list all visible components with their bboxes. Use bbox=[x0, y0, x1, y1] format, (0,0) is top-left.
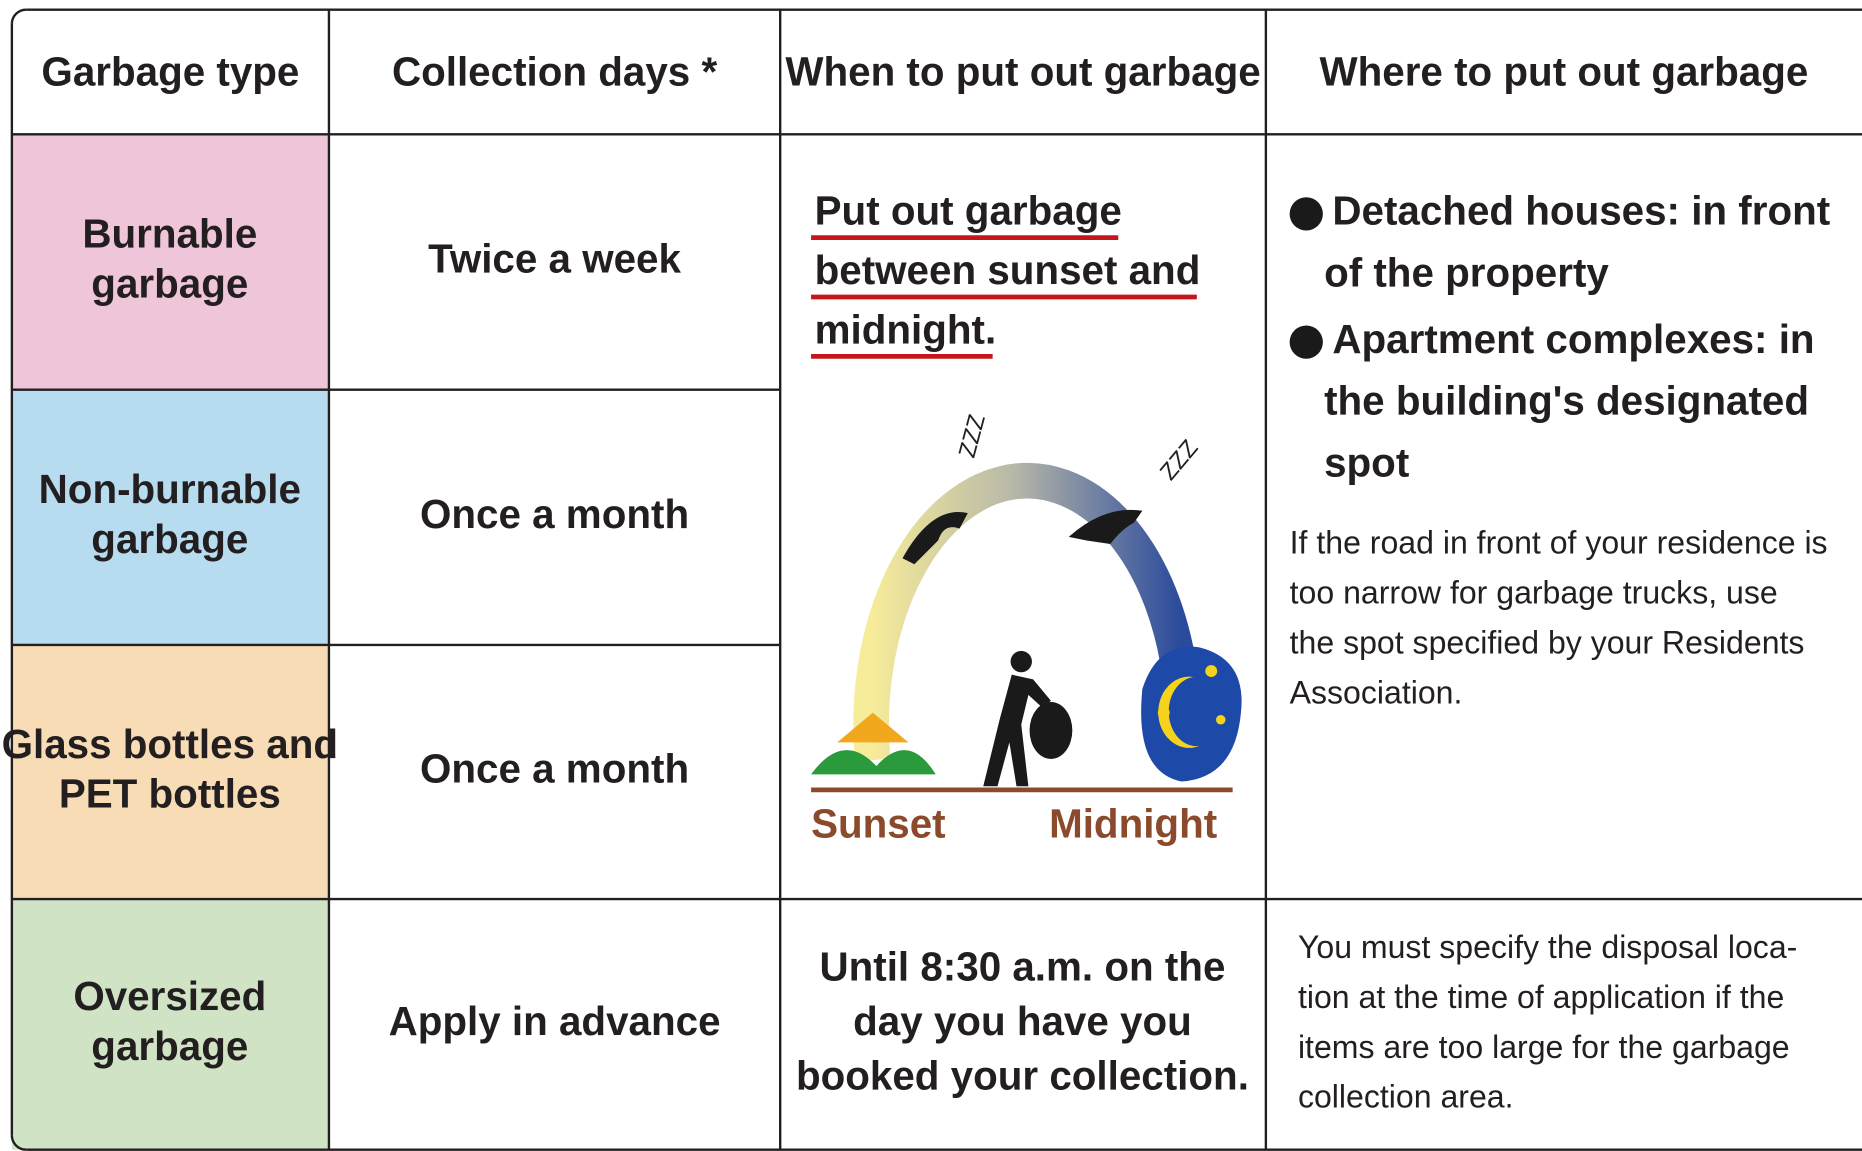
where-text: the building's designated bbox=[1324, 378, 1809, 424]
cell-text: You must specify the disposal loca- bbox=[1298, 929, 1797, 965]
snore: ZZZ bbox=[954, 411, 991, 460]
illustration bbox=[811, 481, 1242, 790]
cell-text: garbage bbox=[91, 1023, 248, 1069]
star bbox=[1158, 707, 1170, 719]
where-note: Association. bbox=[1290, 674, 1463, 710]
collection-days: Once a month bbox=[420, 746, 689, 792]
midnight-label: Midnight bbox=[1049, 800, 1217, 846]
bullet bbox=[1290, 197, 1323, 230]
cell-text: garbage bbox=[91, 516, 248, 562]
column-header: Where to put out garbage bbox=[1320, 49, 1809, 95]
when-text: between sunset and bbox=[815, 247, 1201, 293]
collection-days: Twice a week bbox=[428, 236, 681, 282]
column-header: Collection days * bbox=[392, 49, 717, 95]
cell-text: items are too large for the garbage bbox=[1298, 1029, 1790, 1065]
sunset-label: Sunset bbox=[811, 800, 946, 846]
garbage-table: Garbage type Collection days * When to put… bbox=[0, 0, 1862, 1151]
night bbox=[1141, 647, 1241, 782]
cell-text: Glass bottles and bbox=[2, 721, 338, 767]
column-header: Garbage type bbox=[41, 49, 299, 95]
where-text: Detached houses: in front bbox=[1332, 188, 1830, 234]
where-note: the spot specified by your Residents bbox=[1290, 624, 1805, 660]
sun bbox=[837, 713, 908, 743]
when-text: midnight. bbox=[815, 306, 997, 352]
cell-text: Until 8:30 a.m. on the bbox=[819, 943, 1225, 989]
cell-text: PET bottles bbox=[59, 771, 281, 817]
cell-text: Burnable bbox=[82, 211, 257, 257]
collection-days: Apply in advance bbox=[389, 998, 721, 1044]
cell-text: day you have you bbox=[853, 998, 1192, 1044]
cell-text: collection area. bbox=[1298, 1079, 1514, 1115]
where-text: of the property bbox=[1324, 249, 1609, 295]
where-text: Apartment complexes: in bbox=[1332, 316, 1814, 362]
bullet bbox=[1290, 326, 1323, 359]
cell-text: booked your collection. bbox=[796, 1053, 1249, 1099]
collection-days: Once a month bbox=[420, 491, 689, 537]
cell-text: Non-burnable bbox=[39, 466, 301, 512]
cell-text: Oversized bbox=[73, 973, 266, 1019]
crows bbox=[903, 510, 1143, 564]
cell-text: garbage bbox=[91, 261, 248, 307]
star bbox=[1205, 665, 1217, 677]
when-text: Put out garbage bbox=[815, 188, 1122, 234]
page: { "table": { "headers": ["Garbage type",… bbox=[0, 0, 1862, 1151]
person bbox=[983, 651, 1072, 786]
where-note: too narrow for garbage trucks, use bbox=[1290, 575, 1778, 611]
where-text: spot bbox=[1324, 439, 1409, 485]
star bbox=[1216, 715, 1226, 725]
snore: ZZZ bbox=[1155, 435, 1204, 486]
cell-text: tion at the time of application if the bbox=[1298, 979, 1784, 1015]
column-header: When to put out garbage bbox=[785, 49, 1260, 95]
sky-arc bbox=[871, 481, 1181, 760]
where-note: If the road in front of your residence i… bbox=[1290, 525, 1828, 561]
